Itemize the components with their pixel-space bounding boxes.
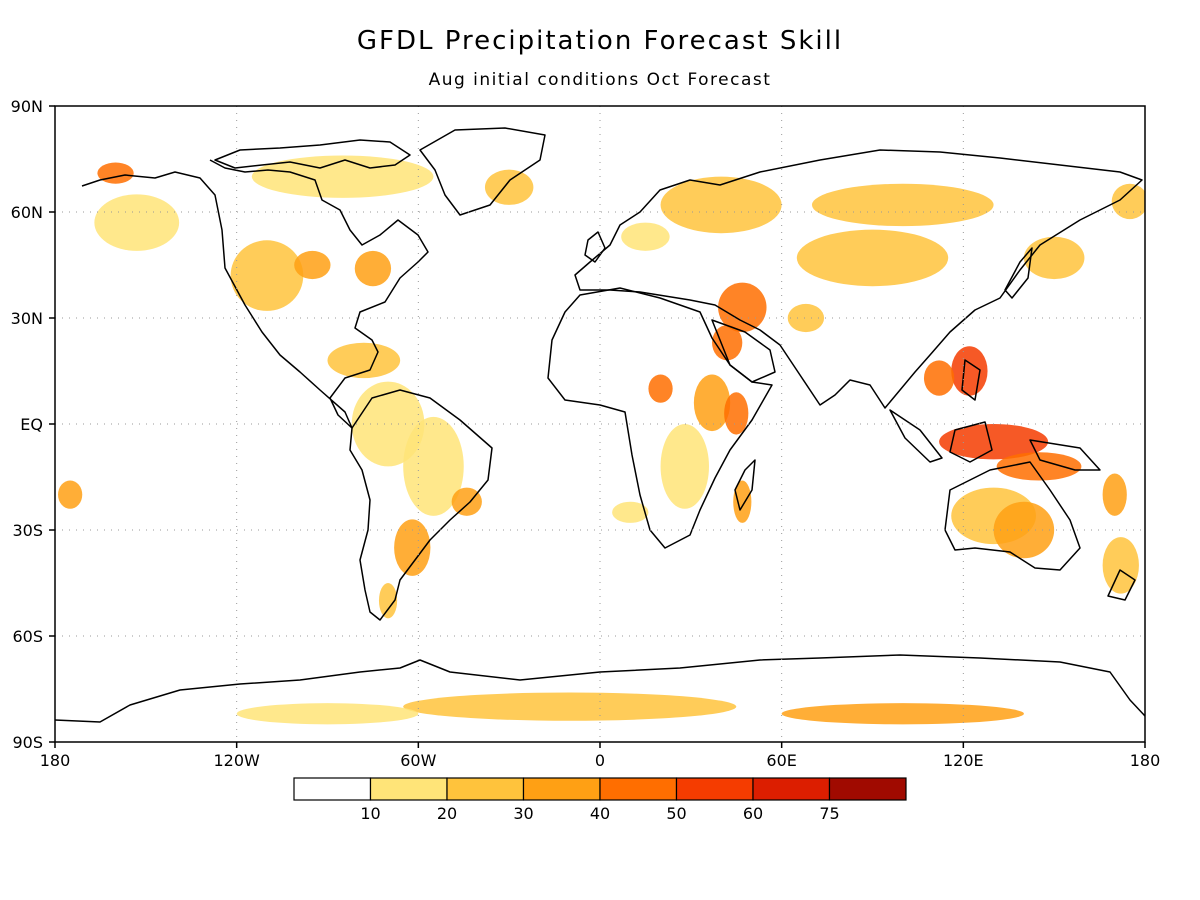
colorbar: 10 20 30 40 50 60 75 [293, 777, 907, 823]
skill-region [660, 424, 709, 509]
lon-tick-label: 0 [595, 751, 605, 770]
lon-tick-label: 60E [766, 751, 796, 770]
lat-tick-label: EQ [20, 415, 43, 434]
skill-region [1111, 183, 1145, 220]
skill-region [451, 487, 482, 516]
colorbar-swatch [293, 777, 372, 801]
skill-region [94, 194, 180, 251]
lat-tick-label: 60S [12, 627, 43, 646]
colorbar-swatch [675, 777, 754, 801]
lon-tick-label: 120W [213, 751, 260, 770]
skill-region [1102, 537, 1139, 594]
coastline-uk [584, 231, 606, 263]
colorbar-swatch [369, 777, 448, 801]
skill-region [612, 501, 649, 523]
skill-region [378, 583, 398, 619]
coastline-sumatra [889, 409, 943, 463]
lon-tick-label: 60W [400, 751, 436, 770]
lat-tick-label: 90S [12, 733, 43, 752]
coastline-arabia [711, 319, 776, 383]
coastline-greenland [419, 127, 546, 216]
lat-tick-label: 60N [11, 203, 43, 222]
skill-region [993, 501, 1055, 559]
skill-region [811, 183, 994, 227]
lon-tick-label: 120E [943, 751, 984, 770]
coastline-madagascar [734, 459, 756, 511]
coastline-new-guinea [1029, 439, 1101, 471]
skill-region [648, 374, 673, 403]
skill-region [733, 480, 752, 523]
lon-tick-label: 180 [40, 751, 71, 770]
skill-region [230, 240, 304, 311]
coastline-japan [1004, 247, 1033, 299]
skill-shading [58, 155, 1145, 725]
colorbar-swatch [522, 777, 601, 801]
skill-region [251, 155, 434, 198]
colorbar-label: 10 [360, 804, 380, 823]
skill-region [1102, 473, 1127, 516]
skill-region [294, 250, 331, 280]
coastlines [55, 127, 1145, 723]
coastline-south-america [349, 389, 493, 621]
skill-region [236, 703, 419, 725]
map-subtitle: Aug initial conditions Oct Forecast [428, 70, 772, 90]
skill-region [621, 222, 670, 251]
skill-region [787, 303, 825, 333]
colorbar-swatch [599, 777, 678, 801]
skill-region [781, 703, 1024, 725]
skill-region [327, 342, 401, 379]
coastline-new-zealand [1107, 569, 1136, 601]
lat-tick-label: 30N [11, 309, 43, 328]
skill-region [718, 282, 767, 333]
coastline-canadian-arctic [214, 139, 411, 169]
skill-region [394, 519, 431, 576]
colorbar-label: 75 [819, 804, 839, 823]
axis-ticks: 180 120W 60W 0 60E 120E 180 90N 60N 30N EQ 30S 60S 90… [11, 97, 1161, 770]
coastline-philippines [961, 359, 981, 401]
skill-region [660, 176, 782, 234]
colorbar-swatch [828, 777, 907, 801]
coastline-eurasia [574, 149, 1143, 409]
skill-region [58, 480, 83, 509]
colorbar-label: 50 [666, 804, 686, 823]
colorbar-swatch [752, 777, 831, 801]
skill-region [951, 346, 988, 396]
skill-region [403, 692, 737, 721]
skill-region [923, 360, 955, 396]
lat-tick-label: 30S [12, 521, 43, 540]
skill-region [996, 452, 1082, 481]
colorbar-swatch [446, 777, 525, 801]
colorbar-label: 40 [590, 804, 610, 823]
lat-tick-label: 90N [11, 97, 43, 116]
coastline-africa [547, 287, 773, 549]
skill-region [97, 162, 134, 184]
coastline-north-america [81, 159, 429, 429]
skill-region [1023, 236, 1085, 280]
coastline-borneo [949, 421, 993, 463]
colorbar-label: 30 [513, 804, 533, 823]
skill-region [484, 169, 534, 205]
map-title: GFDL Precipitation Forecast Skill [356, 26, 844, 56]
skill-region [693, 374, 731, 432]
skill-region [354, 250, 392, 287]
coastline-australia [944, 461, 1081, 571]
lon-tick-label: 180 [1130, 751, 1161, 770]
skill-region [712, 325, 743, 361]
coastline-antarctica [55, 654, 1145, 723]
colorbar-label: 20 [437, 804, 457, 823]
skill-region [796, 229, 949, 287]
skill-region [724, 392, 749, 435]
colorbar-label: 60 [743, 804, 763, 823]
graticule [55, 106, 1145, 742]
skill-region [939, 424, 1049, 460]
